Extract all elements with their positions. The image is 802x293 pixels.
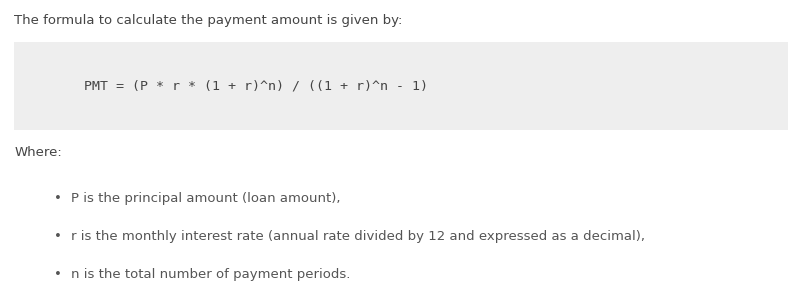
Text: •: • bbox=[54, 192, 62, 205]
Text: P is the principal amount (loan amount),: P is the principal amount (loan amount), bbox=[71, 192, 340, 205]
Text: The formula to calculate the payment amount is given by:: The formula to calculate the payment amo… bbox=[14, 14, 403, 27]
Text: Where:: Where: bbox=[14, 146, 63, 159]
Text: •: • bbox=[54, 268, 62, 281]
Text: n is the total number of payment periods.: n is the total number of payment periods… bbox=[71, 268, 350, 281]
Bar bbox=[14, 42, 788, 130]
Text: •: • bbox=[54, 230, 62, 243]
Text: r is the monthly interest rate (annual rate divided by 12 and expressed as a dec: r is the monthly interest rate (annual r… bbox=[71, 230, 645, 243]
Text: PMT = (P * r * (1 + r)^n) / ((1 + r)^n - 1): PMT = (P * r * (1 + r)^n) / ((1 + r)^n -… bbox=[84, 80, 428, 93]
